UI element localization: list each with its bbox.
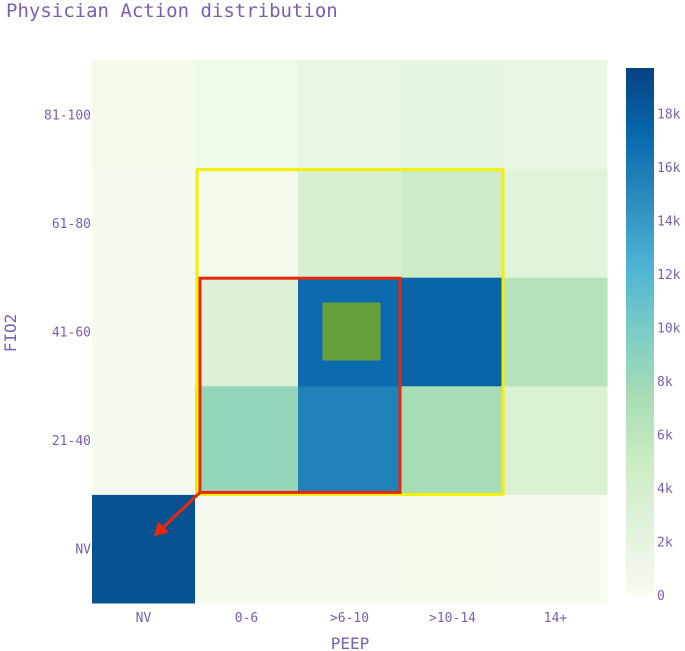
arrow-head [154,521,169,537]
colorbar-tick-label: 6k [657,428,673,443]
x-tick-label: >6-10 [330,611,369,626]
heatmap-cells [92,60,608,604]
colorbar-tick-label: 10k [657,321,681,336]
chart-title: Physician Action distribution [6,0,338,22]
heatmap-cell [401,60,505,170]
heatmap-cell [195,277,299,387]
heatmap-cell [298,385,402,495]
x-tick-label: 0-6 [235,611,258,626]
heatmap-cell [195,168,299,278]
heatmap-cell [195,494,299,604]
highlight-cell [322,302,381,361]
colorbar-tick-label: 8k [657,375,673,390]
colorbar-tick-label: 12k [657,268,681,283]
y-tick-label: 41-60 [52,326,91,341]
heatmap-cell [298,60,402,170]
x-tick-label: NV [136,611,152,626]
y-tick-label: 21-40 [52,434,91,449]
heatmap-cell [504,277,608,387]
heatmap-cell [504,385,608,495]
colorbar-tick-label: 0 [657,589,665,604]
outer-highlight-box [195,168,505,496]
colorbar-tick-label: 4k [657,482,673,497]
colorbar-tick-labels: 0 2k 4k 6k 8k 10k 12k 14k 16k 18k [657,107,681,604]
heatmap-cell [504,60,608,170]
heatmap-cell [92,168,196,278]
heatmap-cell [195,60,299,170]
colorbar-tick-label: 16k [657,161,681,176]
annotation-overlays [154,168,505,537]
heatmap-cell [92,385,196,495]
x-tick-label: 14+ [544,611,568,626]
heatmap-cell [298,168,402,278]
colorbar-tick-label: 14k [657,214,681,229]
heatmap-cell [92,277,196,387]
heatmap-cell [504,494,608,604]
heatmap-cell [401,494,505,604]
heatmap-cell [92,60,196,170]
y-tick-label: 61-80 [52,217,91,232]
colorbar-tick-label: 18k [657,107,681,122]
inner-highlight-box [198,276,402,494]
y-axis-title: FIO2 [1,314,20,353]
y-tick-label: NV [75,543,91,558]
arrow-line [160,491,202,530]
x-tick-label: >10-14 [429,611,476,626]
heatmap-cell [298,494,402,604]
x-tick-labels: NV 0-6 >6-10 >10-14 14+ [136,611,568,626]
heatmap-cell [504,168,608,278]
colorbar [626,68,654,595]
y-tick-label: 81-100 [44,108,91,123]
x-axis-title: PEEP [331,634,370,651]
heatmap-cell [401,385,505,495]
heatmap-cell [401,277,505,387]
heatmap-cell [401,168,505,278]
heatmap-cell [195,385,299,495]
colorbar-tick-label: 2k [657,535,673,550]
y-tick-labels: NV 21-40 41-60 61-80 81-100 [44,108,91,557]
